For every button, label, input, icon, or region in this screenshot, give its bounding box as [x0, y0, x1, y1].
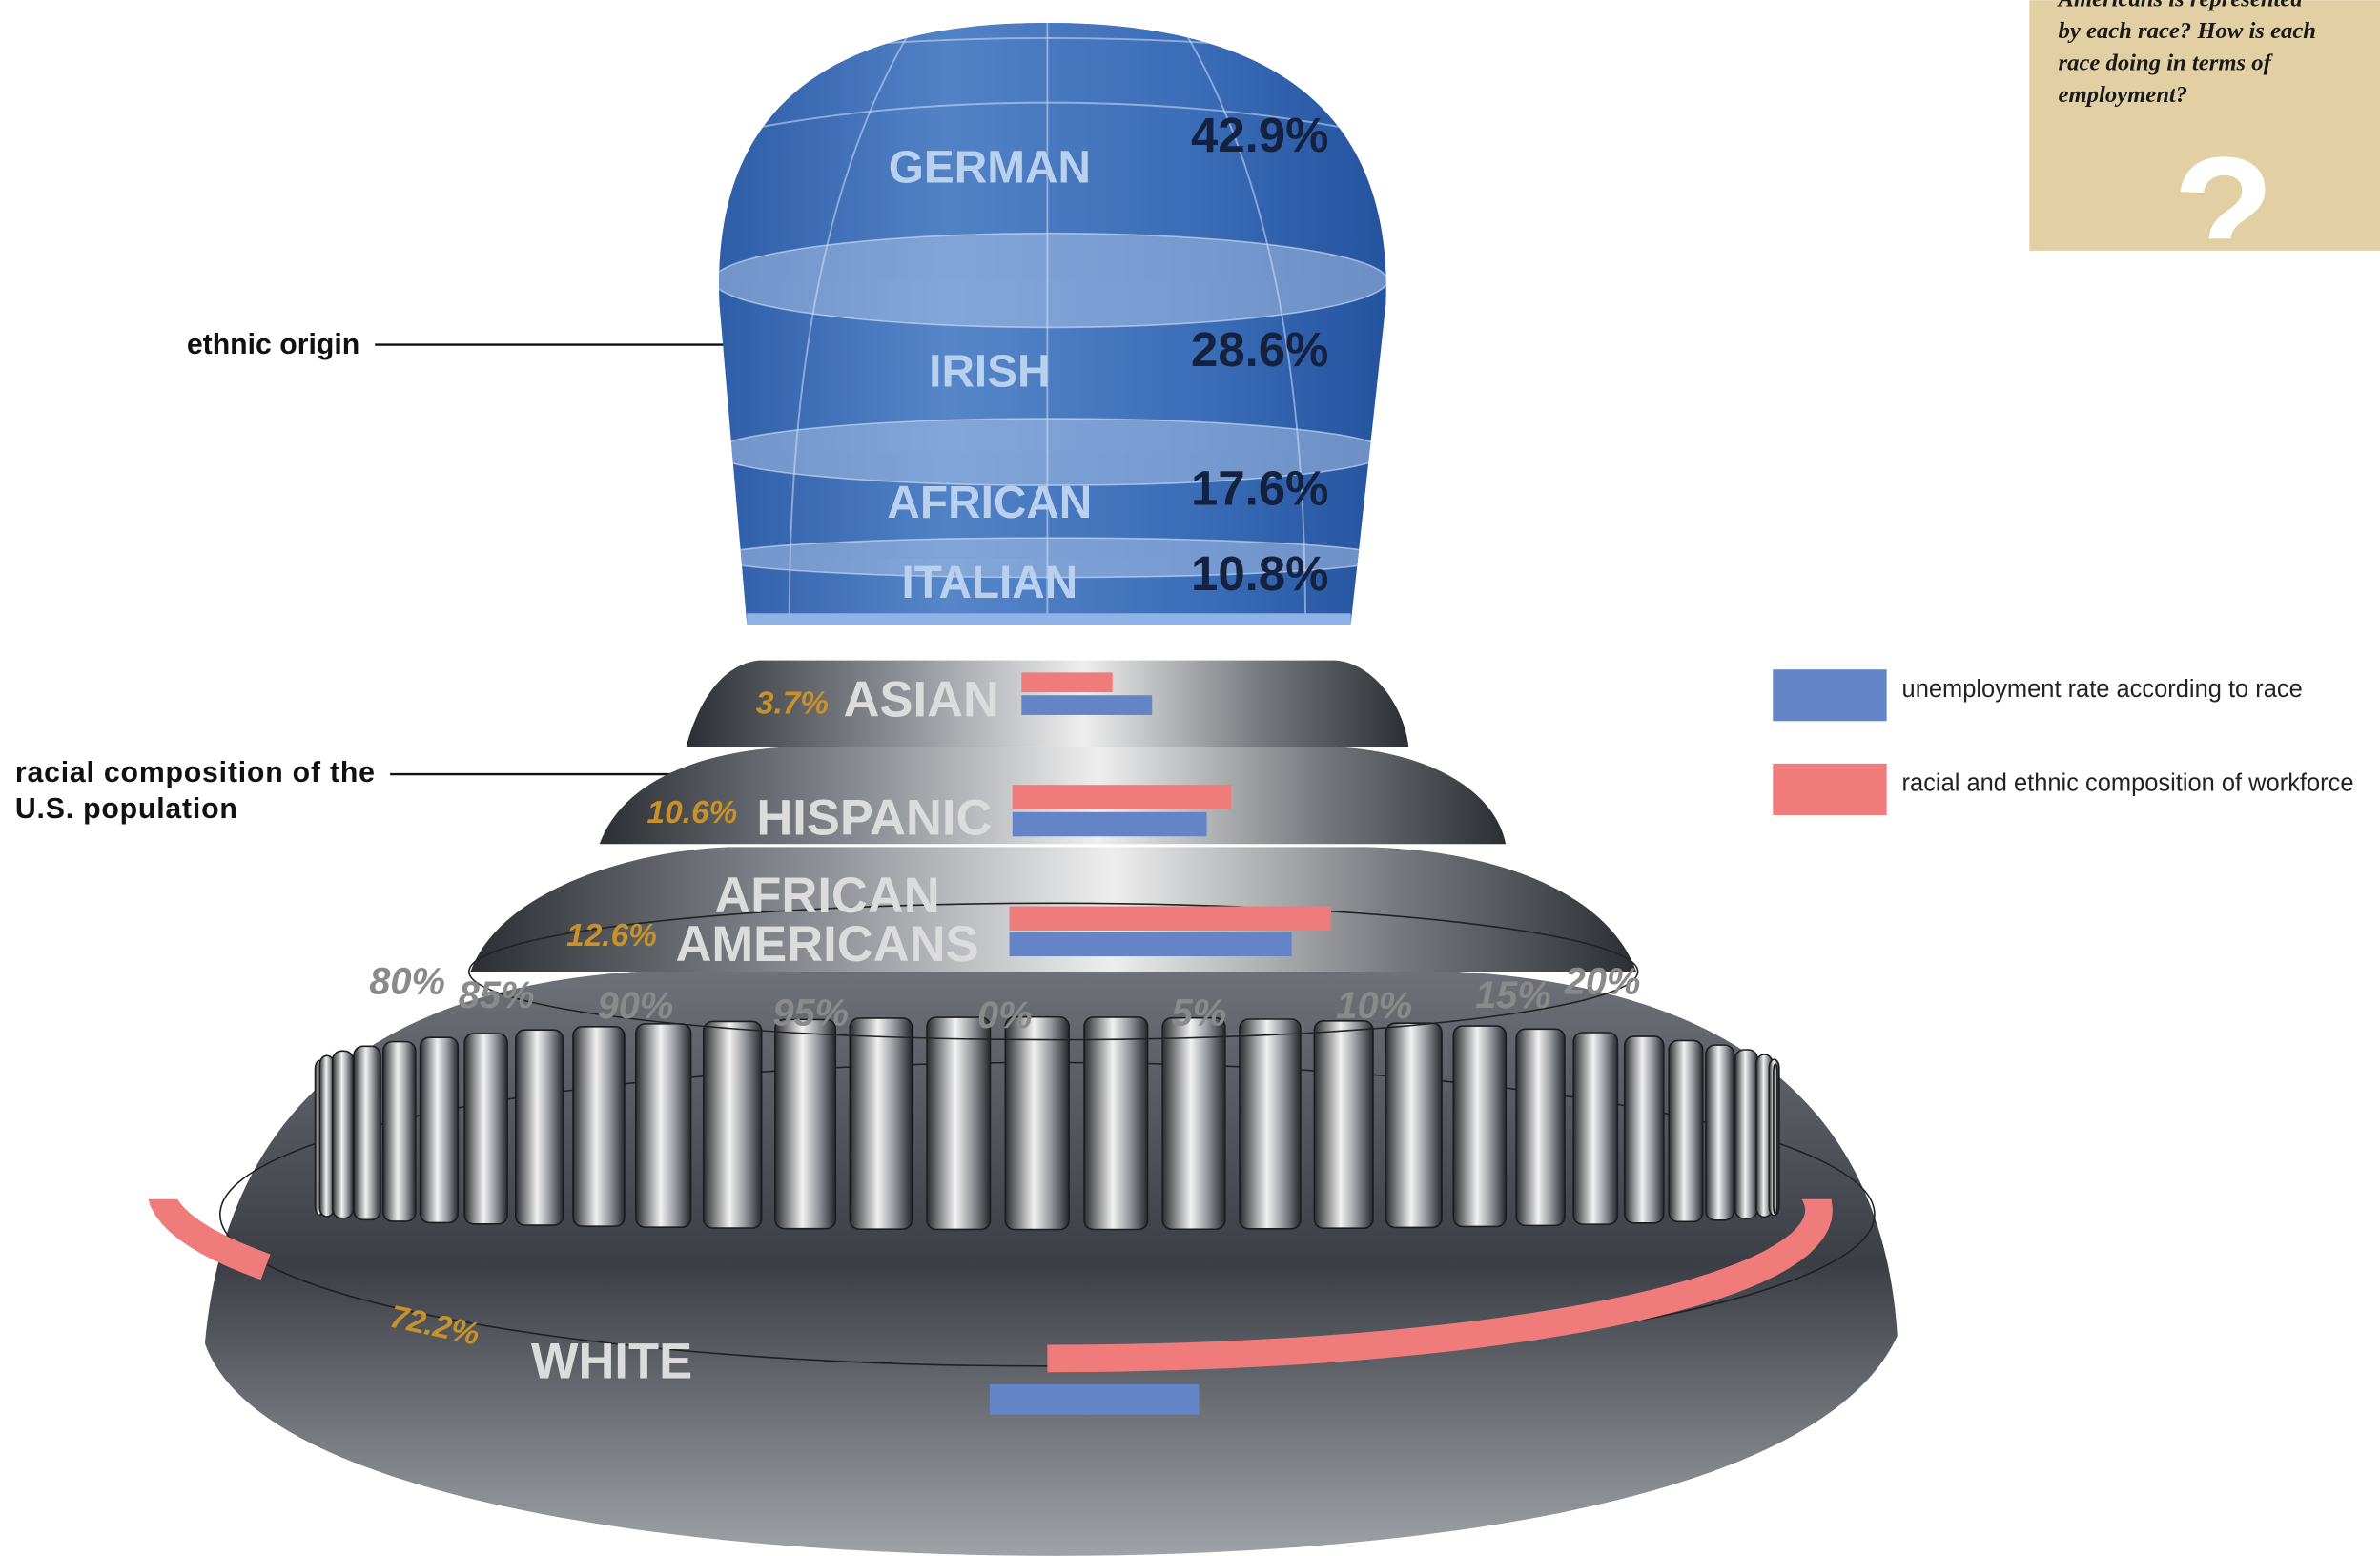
- population-label: 3.7%: [756, 686, 829, 721]
- gear-tooth: [1705, 1044, 1735, 1221]
- category-label: HISPANIC: [756, 790, 992, 847]
- bar: [989, 1383, 1200, 1415]
- bar: [1009, 906, 1332, 931]
- dial-tick-label: 5%: [1172, 992, 1226, 1034]
- value-label: 28.6%: [1191, 322, 1328, 377]
- gear-tooth: [1083, 1016, 1149, 1231]
- value-label: 10.8%: [1191, 546, 1328, 601]
- segment-band: [719, 232, 1386, 329]
- category-box: AFRICAN AMERICANS: [675, 870, 979, 972]
- gear-tooth: [849, 1017, 913, 1230]
- chart: GERMAN 42.9% IRISH 28.6% AFRICAN 17.6% ITALIAN…: [148, 108, 2354, 1415]
- dial-tick-label: 85%: [459, 974, 535, 1016]
- gear-tooth: [1623, 1035, 1665, 1224]
- segment-band: [719, 418, 1386, 486]
- bar: [1009, 932, 1292, 957]
- gear-tooth: [1773, 1063, 1778, 1215]
- bar: [1021, 695, 1153, 715]
- gear-tooth: [774, 1018, 837, 1230]
- population-label: 12.6%: [566, 918, 657, 953]
- dial-tick-label: 15%: [1475, 974, 1551, 1016]
- tier-rim: [468, 902, 1639, 1041]
- question-box: [2029, 0, 2380, 251]
- bar: [1021, 672, 1113, 693]
- gear-tooth: [353, 1045, 381, 1221]
- population-label: 10.6%: [647, 795, 738, 830]
- bar-arc: [148, 1198, 1833, 1373]
- question-line: by each race? How is each: [2059, 18, 2316, 44]
- segment-label: ITALIAN: [901, 558, 1077, 608]
- gear-tooth: [1161, 1016, 1226, 1231]
- segment-band: [719, 537, 1386, 579]
- gear-tooth: [381, 1040, 417, 1222]
- category-label: AFRICAN AMERICANS: [675, 870, 979, 972]
- gear-tooth: [926, 1016, 992, 1231]
- value-label: 42.9%: [1191, 108, 1328, 162]
- dome-rim: [747, 613, 1351, 626]
- segment-label: AFRICAN: [887, 478, 1092, 528]
- category-label: WHITE: [531, 1334, 692, 1390]
- gear-tooth: [702, 1020, 763, 1229]
- gear-tooth: [1385, 1022, 1443, 1229]
- gear-tooth: [635, 1023, 692, 1228]
- gear-tooth: [1572, 1032, 1619, 1225]
- dial-tick-label: 20%: [1564, 961, 1641, 1003]
- bar: [1012, 811, 1207, 837]
- question-line: employment?: [2059, 82, 2188, 108]
- gear-tooth: [515, 1029, 564, 1226]
- gear-tooth: [1452, 1025, 1508, 1228]
- question-mark: ?: [2173, 123, 2275, 310]
- dome-segments: [719, 23, 1386, 623]
- segment-label: GERMAN: [889, 142, 1091, 193]
- gear-tooth: [1734, 1049, 1758, 1219]
- callout-box: racial composition of the U.S. populatio…: [14, 757, 376, 827]
- callout: ethnic origin: [187, 329, 359, 360]
- legend-swatch: [1773, 763, 1887, 815]
- dial-tick-label: 10%: [1336, 985, 1412, 1027]
- legend-label: racial and ethnic composition of workfor…: [1902, 770, 2354, 797]
- question-line: Americans is represented: [2057, 0, 2304, 12]
- gear-tooth: [1313, 1020, 1374, 1229]
- callout: racial composition of the U.S. populatio…: [14, 757, 376, 827]
- dial-tick-label: 80%: [369, 961, 445, 1003]
- gear-tooth: [1239, 1018, 1302, 1230]
- gear-tooth: [1515, 1028, 1566, 1227]
- legend-label: unemployment rate according to race: [1902, 676, 2303, 703]
- question: Americans is represented by each race? Ho…: [2057, 0, 2316, 108]
- gear-tooth: [331, 1050, 355, 1219]
- category-label: ASIAN: [844, 672, 999, 728]
- segment-label: IRISH: [929, 347, 1050, 398]
- gear: [314, 1015, 1780, 1231]
- gear-tooth: [463, 1033, 508, 1225]
- bar: [1012, 785, 1231, 809]
- dial-tick-label: 95%: [772, 992, 849, 1034]
- gear-tooth: [572, 1026, 626, 1227]
- gear-tooth: [1004, 1015, 1070, 1231]
- gear-tooth: [1668, 1039, 1704, 1223]
- legend-swatch: [1773, 669, 1887, 722]
- value-label: 17.6%: [1191, 461, 1328, 515]
- dial-tick-label: 90%: [598, 985, 674, 1027]
- gear-tooth: [419, 1036, 460, 1224]
- dial-tick-label: 0%: [977, 994, 1033, 1036]
- question-line: race doing in terms of: [2059, 50, 2274, 75]
